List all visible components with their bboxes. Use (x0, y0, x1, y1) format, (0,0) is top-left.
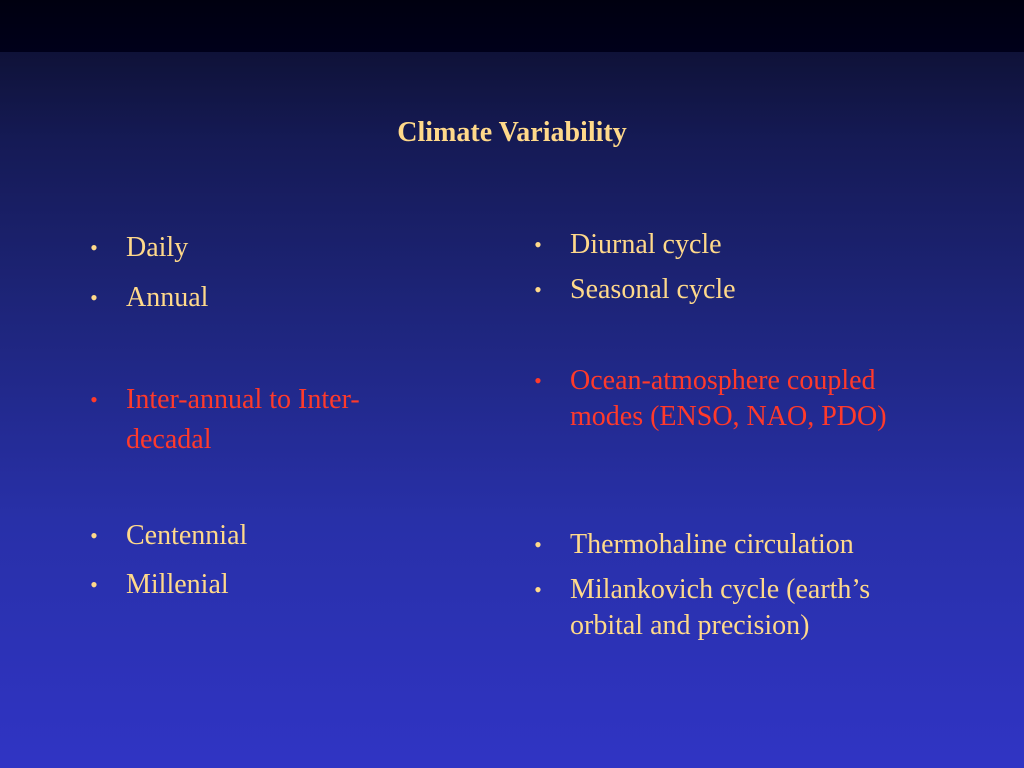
list-item-text: Millenial (126, 569, 229, 600)
bullet-icon: • (90, 387, 98, 412)
list-item-text: Centennial (126, 520, 248, 551)
bullet-icon: • (534, 577, 542, 602)
bullet-icon: • (534, 277, 542, 302)
list-item-text: Annual (126, 282, 209, 313)
list-item-text: Thermohaline circulation (570, 529, 854, 560)
list-item: • Centennial (84, 518, 424, 554)
bullet-icon: • (534, 232, 542, 257)
bullet-icon: • (534, 532, 542, 557)
list-item: • Seasonal cycle (528, 272, 948, 308)
list-item-text: Daily (126, 232, 189, 263)
list-item: • Millenial (84, 567, 424, 603)
bullet-icon: • (90, 572, 98, 597)
list-item: • Annual (84, 280, 424, 316)
list-item: • Daily (84, 230, 424, 266)
slide-title: Climate Variability (397, 117, 627, 148)
bullet-icon: • (90, 285, 98, 310)
list-item: • Diurnal cycle (528, 227, 948, 263)
list-item: • Thermohaline circulation (528, 527, 948, 563)
list-item: • Ocean-atmosphere coupled modes (ENSO, … (528, 363, 948, 435)
list-item-text: Inter-annual to Inter-decadal (126, 384, 360, 455)
list-item-text: Seasonal cycle (570, 274, 736, 305)
list-item-text: Ocean-atmosphere coupled modes (ENSO, NA… (570, 365, 887, 432)
bullet-icon: • (90, 235, 98, 260)
bullet-icon: • (534, 368, 542, 393)
list-item-text: Diurnal cycle (570, 229, 722, 260)
list-item: • Milankovich cycle (earth’s orbital and… (528, 572, 948, 644)
list-item-text: Milankovich cycle (earth’s orbital and p… (570, 574, 871, 641)
bullet-icon: • (90, 523, 98, 548)
list-item: • Inter-annual to Inter-decadal (84, 380, 424, 460)
